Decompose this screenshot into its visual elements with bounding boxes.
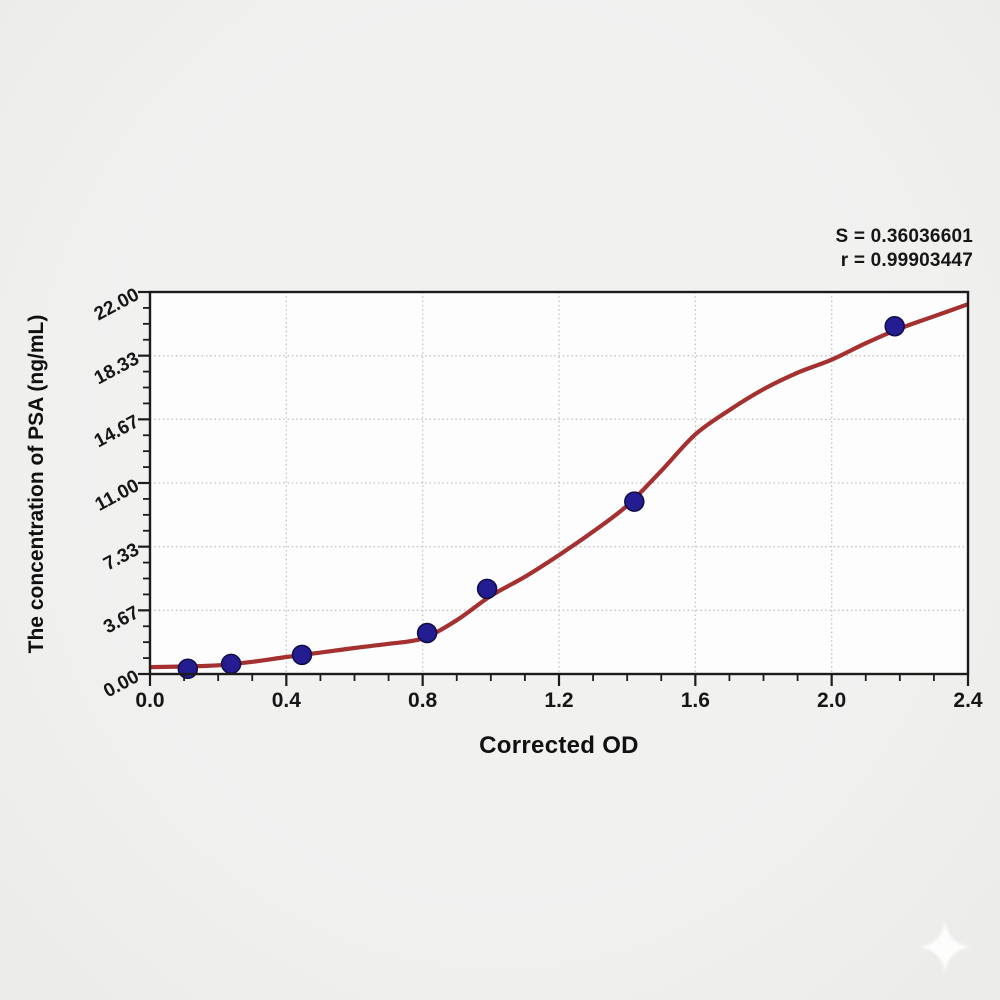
x-tick-label: 0.8: [408, 689, 438, 712]
fit-statistic-r: r = 0.99903447: [840, 250, 973, 271]
fit-statistics: S = 0.36036601 r = 0.99903447: [640, 225, 973, 273]
data-point: [291, 644, 313, 666]
data-point: [177, 658, 199, 680]
data-point: [220, 653, 242, 675]
x-tick-label: 2.0: [817, 689, 847, 712]
plot-frame: [148, 290, 970, 676]
x-tick-label: 1.2: [544, 689, 574, 712]
data-point: [624, 491, 645, 512]
x-tick-label: 0.4: [271, 689, 301, 712]
fit-statistic-s: S = 0.36036601: [835, 226, 973, 247]
gridlines: [150, 292, 968, 674]
y-axis-title: The concentration of PSA (ng/mL): [25, 314, 48, 654]
data-points: [177, 315, 905, 680]
data-point: [476, 578, 498, 600]
sparkle-watermark-icon: [919, 921, 971, 973]
x-axis-title: Corrected OD: [479, 732, 639, 759]
fit-curve: [150, 302, 968, 670]
axis-ticks: [138, 290, 970, 686]
x-tick-label: 1.6: [680, 689, 710, 712]
x-tick-label: 0.0: [135, 689, 165, 712]
x-tick-label: 2.4: [953, 689, 983, 712]
data-point: [416, 622, 438, 644]
sparkle-star-shape: [919, 921, 971, 973]
data-point: [884, 315, 905, 337]
